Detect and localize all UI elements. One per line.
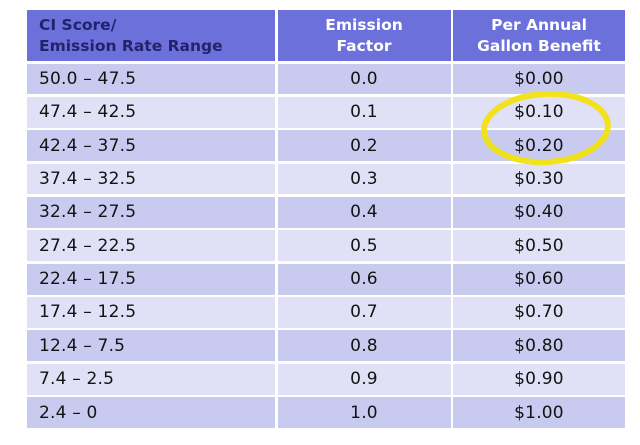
table-row: 42.4 – 37.5 0.2 $0.20: [27, 130, 625, 162]
cell-gallon-benefit: $0.80: [453, 330, 625, 362]
cell-ci-range: 27.4 – 22.5: [27, 230, 275, 262]
cell-gallon-benefit: $0.60: [453, 263, 625, 295]
header-line: Gallon Benefit: [477, 36, 601, 55]
benefit-table: CI Score/ Emission Rate Range Emission F…: [27, 10, 625, 428]
cell-gallon-benefit: $0.40: [453, 196, 625, 228]
table-row: 50.0 – 47.5 0.0 $0.00: [27, 63, 625, 95]
cell-ci-range: 17.4 – 12.5: [27, 297, 275, 328]
table-row: 17.4 – 12.5 0.7 $0.70: [27, 297, 625, 328]
cell-gallon-benefit: $0.90: [453, 363, 625, 395]
cell-emission-factor: 0.6: [277, 263, 451, 295]
cell-gallon-benefit: $1.00: [453, 397, 625, 428]
cell-emission-factor: 0.7: [277, 297, 451, 328]
table-row: 32.4 – 27.5 0.4 $0.40: [27, 196, 625, 228]
cell-gallon-benefit: $0.70: [453, 297, 625, 328]
header-line: Factor: [336, 36, 392, 55]
header-line: Per Annual: [491, 16, 587, 35]
header-cell-ci-range: CI Score/ Emission Rate Range: [27, 10, 275, 61]
cell-gallon-benefit: $0.10: [453, 96, 625, 128]
cell-emission-factor: 0.4: [277, 196, 451, 228]
cell-ci-range: 22.4 – 17.5: [27, 263, 275, 295]
table-row: 27.4 – 22.5 0.5 $0.50: [27, 230, 625, 262]
cell-emission-factor: 0.3: [277, 163, 451, 195]
cell-ci-range: 37.4 – 32.5: [27, 163, 275, 195]
cell-emission-factor: 0.9: [277, 363, 451, 395]
cell-ci-range: 7.4 – 2.5: [27, 363, 275, 395]
table-row: 47.4 – 42.5 0.1 $0.10: [27, 96, 625, 128]
header-row: CI Score/ Emission Rate Range Emission F…: [27, 10, 625, 61]
cell-emission-factor: 0.1: [277, 96, 451, 128]
cell-ci-range: 50.0 – 47.5: [27, 63, 275, 95]
cell-gallon-benefit: $0.30: [453, 163, 625, 195]
table-row: 37.4 – 32.5 0.3 $0.30: [27, 163, 625, 195]
cell-emission-factor: 0.5: [277, 230, 451, 262]
cell-emission-factor: 0.2: [277, 130, 451, 162]
cell-gallon-benefit: $0.50: [453, 230, 625, 262]
table-row: 2.4 – 0 1.0 $1.00: [27, 397, 625, 428]
cell-ci-range: 42.4 – 37.5: [27, 130, 275, 162]
table-row: 22.4 – 17.5 0.6 $0.60: [27, 263, 625, 295]
table-row: 7.4 – 2.5 0.9 $0.90: [27, 363, 625, 395]
header-line: Emission Rate Range: [39, 36, 223, 55]
table-row: 12.4 – 7.5 0.8 $0.80: [27, 330, 625, 362]
header-cell-ci-range-label: CI Score/ Emission Rate Range: [39, 15, 223, 56]
cell-emission-factor: 1.0: [277, 397, 451, 428]
header-cell-emission-factor: Emission Factor: [277, 10, 451, 61]
cell-gallon-benefit: $0.00: [453, 63, 625, 95]
cell-ci-range: 47.4 – 42.5: [27, 96, 275, 128]
header-cell-gallon-benefit: Per Annual Gallon Benefit: [453, 10, 625, 61]
cell-emission-factor: 0.8: [277, 330, 451, 362]
cell-emission-factor: 0.0: [277, 63, 451, 95]
cell-ci-range: 2.4 – 0: [27, 397, 275, 428]
cell-gallon-benefit: $0.20: [453, 130, 625, 162]
cell-ci-range: 32.4 – 27.5: [27, 196, 275, 228]
header-line: CI Score/: [39, 16, 117, 35]
cell-ci-range: 12.4 – 7.5: [27, 330, 275, 362]
header-line: Emission: [325, 16, 403, 35]
